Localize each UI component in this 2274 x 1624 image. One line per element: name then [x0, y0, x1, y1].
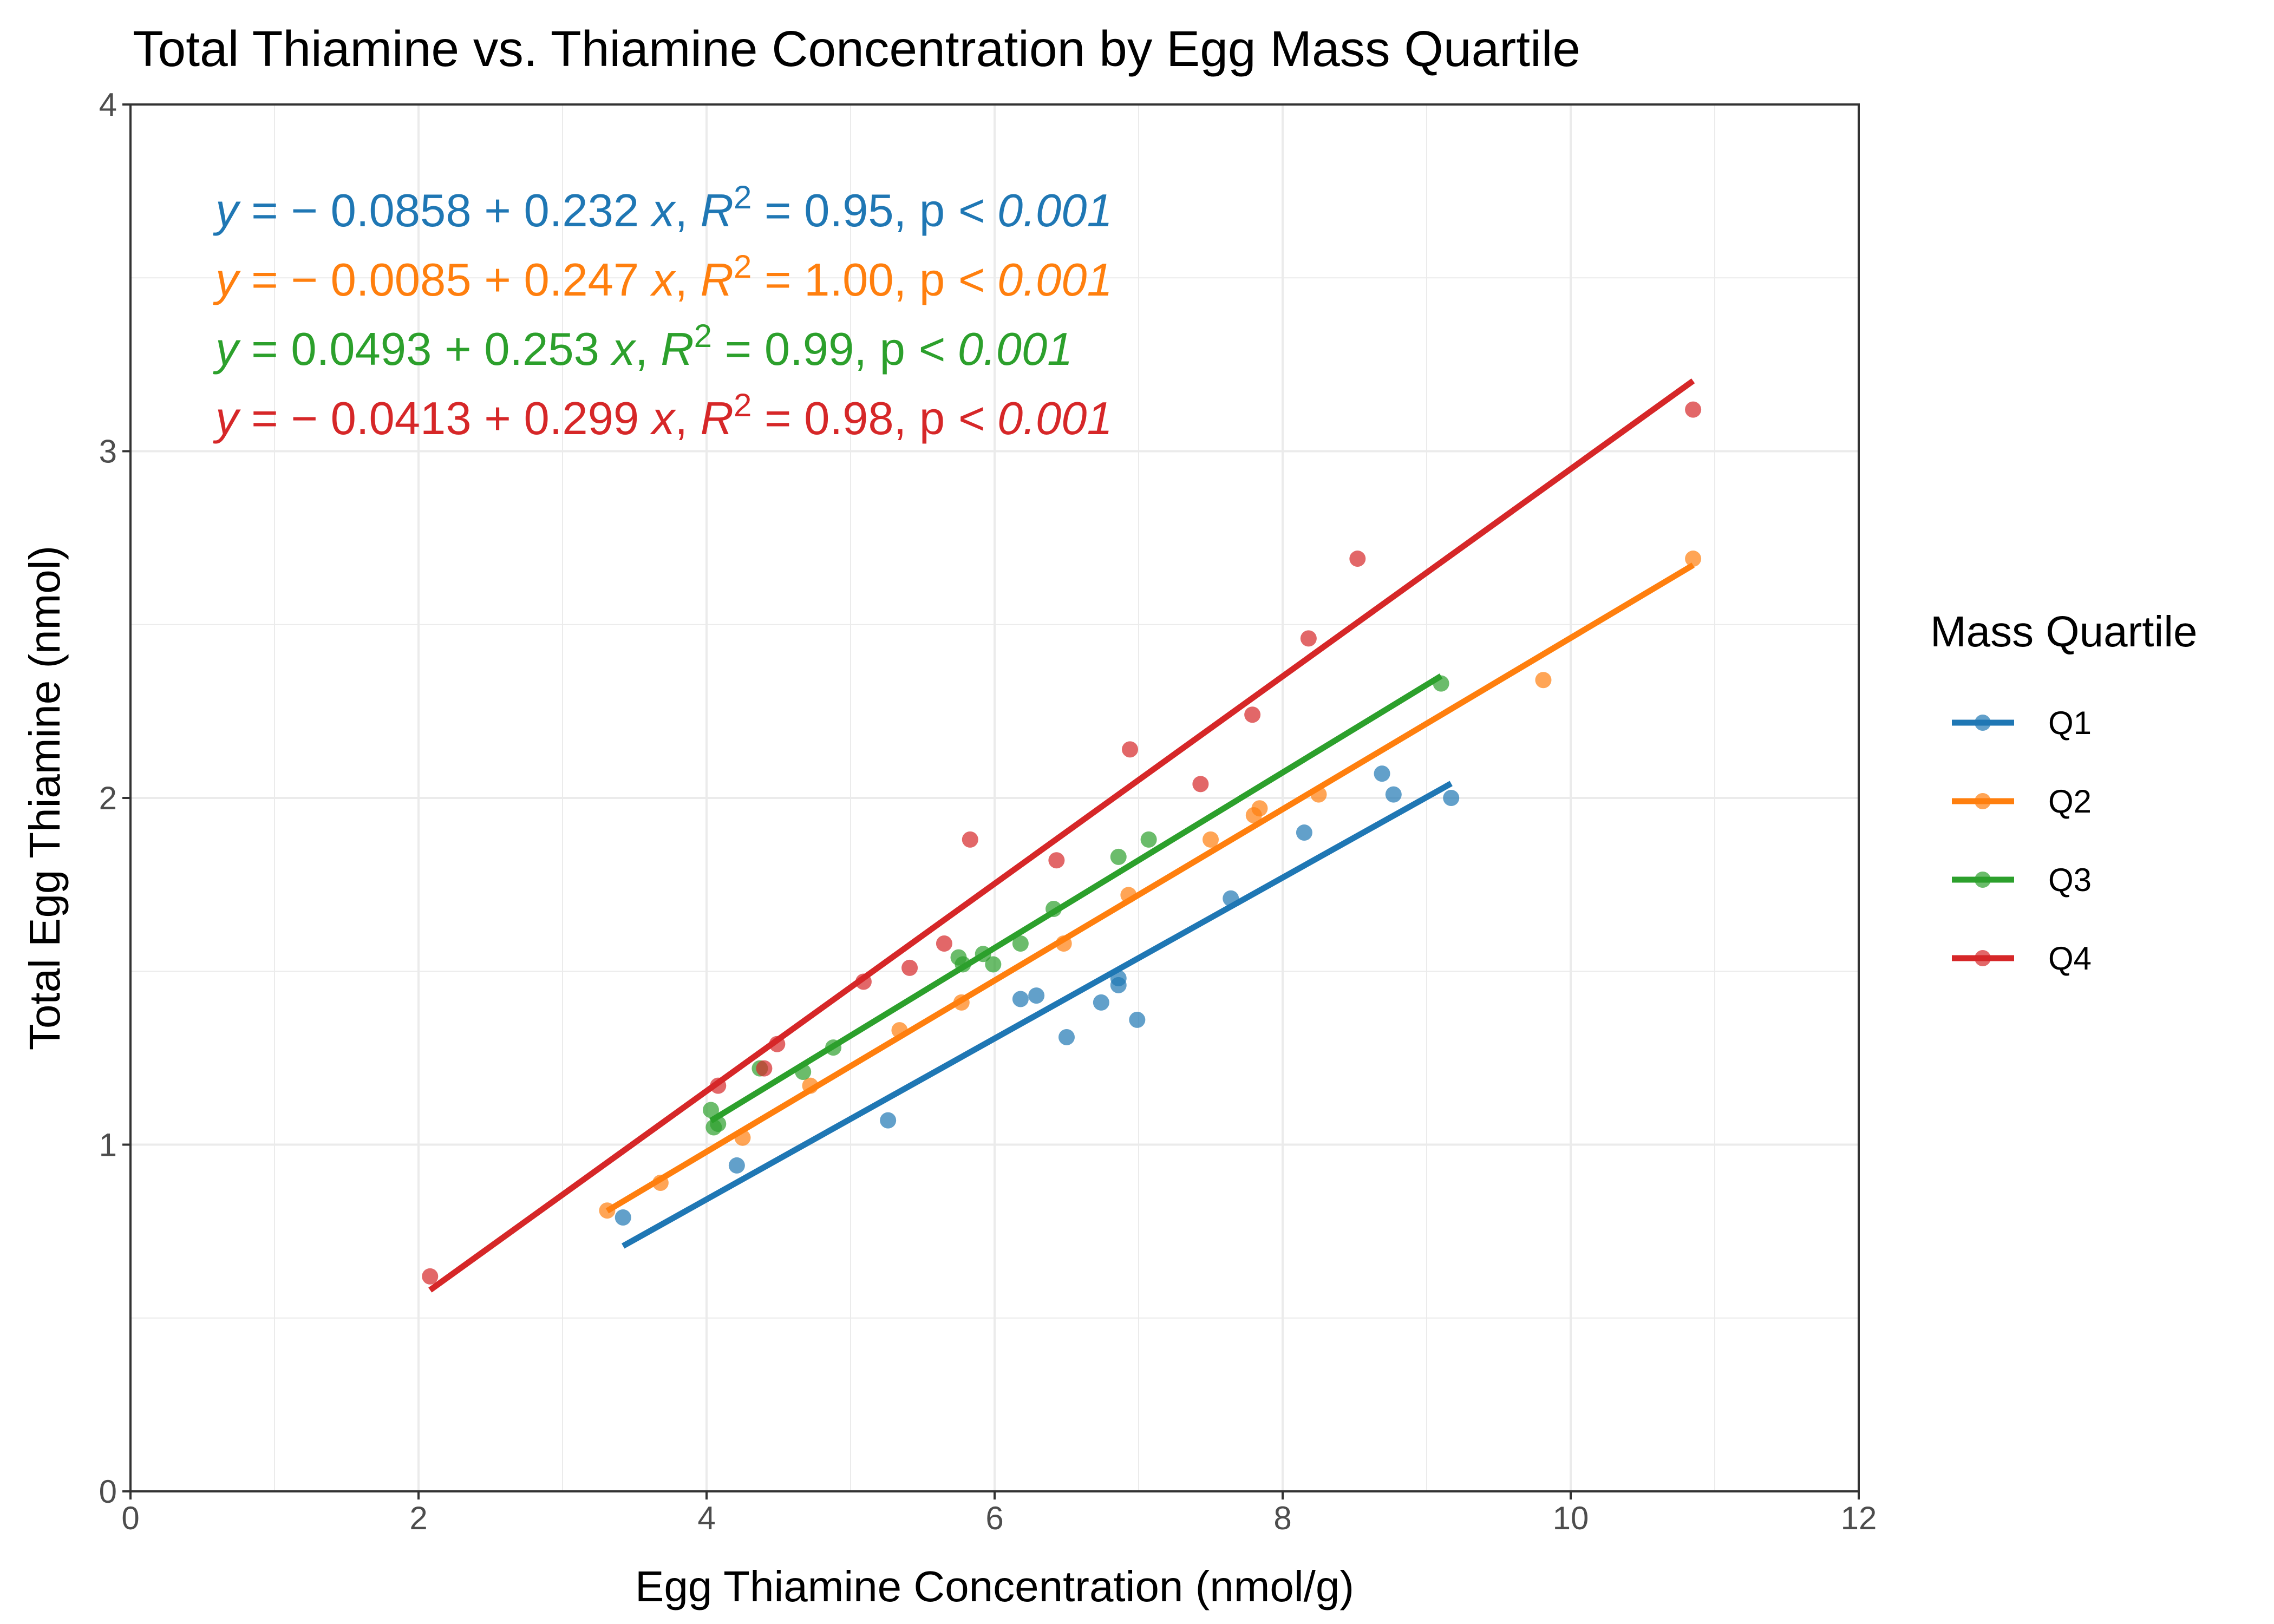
chart-title: Total Thiamine vs. Thiamine Concentratio…	[133, 21, 1580, 77]
legend-label-q2: Q2	[2048, 783, 2092, 820]
data-point-q4	[710, 1077, 727, 1094]
data-point-q4	[1122, 741, 1139, 758]
y-tick-label: 2	[99, 780, 117, 816]
x-tick-label: 4	[697, 1500, 715, 1536]
legend-title: Mass Quartile	[1930, 607, 2197, 656]
data-point-q4	[1685, 401, 1702, 418]
legend-items: Q1 Q2 Q3 Q4	[1952, 705, 2092, 977]
data-point-q1	[728, 1157, 745, 1174]
data-point-q1	[1223, 890, 1239, 907]
data-points	[422, 401, 1702, 1285]
y-tick-label: 1	[99, 1127, 117, 1163]
data-point-q4	[1300, 630, 1317, 647]
data-point-q4	[855, 973, 872, 990]
x-axis-title: Egg Thiamine Concentration (nmol/g)	[635, 1562, 1354, 1610]
data-point-q4	[901, 959, 918, 976]
y-tick-label: 0	[99, 1474, 117, 1510]
data-point-q2	[1535, 672, 1552, 689]
equation-q1: y = − 0.0858 + 0.232 x, R2 = 0.95, p < 0…	[213, 179, 1113, 237]
legend-key-point-q4	[1975, 950, 1991, 966]
data-point-q1	[1110, 970, 1127, 987]
legend-label-q1: Q1	[2048, 705, 2092, 741]
data-point-q2	[734, 1129, 751, 1146]
data-point-q4	[769, 1036, 786, 1052]
data-point-q2	[802, 1077, 819, 1094]
x-tick-label: 10	[1553, 1500, 1589, 1536]
data-point-q3	[1012, 935, 1029, 952]
data-point-q2	[891, 1022, 908, 1039]
equation-q4: y = − 0.0413 + 0.299 x, R2 = 0.98, p < 0…	[213, 387, 1113, 445]
legend-label-q4: Q4	[2048, 940, 2092, 977]
data-point-q1	[1374, 765, 1390, 782]
data-point-q1	[1012, 991, 1029, 1007]
data-point-q3	[1045, 900, 1062, 917]
data-point-q1	[1129, 1011, 1146, 1028]
legend-key-point-q3	[1975, 872, 1991, 888]
data-point-q1	[1093, 994, 1109, 1011]
data-point-q2	[1310, 786, 1327, 803]
data-point-q2	[1055, 935, 1072, 952]
data-point-q1	[615, 1209, 631, 1226]
data-point-q4	[1192, 776, 1209, 793]
data-point-q3	[702, 1102, 719, 1118]
legend: Mass Quartile Q1 Q2 Q3 Q4	[1930, 607, 2197, 977]
x-tick-label: 2	[409, 1500, 427, 1536]
data-point-q3	[1433, 675, 1449, 692]
data-point-q3	[985, 956, 1002, 973]
data-point-q4	[1048, 852, 1065, 869]
data-point-q2	[1251, 800, 1268, 817]
data-point-q2	[652, 1174, 669, 1191]
fit-line-q2	[605, 562, 1695, 1214]
y-tick-label: 3	[99, 434, 117, 470]
x-tick-label: 6	[985, 1500, 1003, 1536]
x-axis: 0 2 4 6 8 10 12	[121, 1491, 1877, 1536]
x-tick-label: 12	[1841, 1500, 1877, 1536]
data-point-q1	[1058, 1029, 1075, 1045]
legend-key-point-q2	[1975, 793, 1991, 809]
legend-label-q3: Q3	[2048, 862, 2092, 898]
data-point-q4	[936, 935, 952, 952]
regression-equations: y = − 0.0858 + 0.232 x, R2 = 0.95, p < 0…	[213, 179, 1113, 445]
data-point-q4	[422, 1268, 439, 1285]
data-point-q3	[825, 1039, 842, 1056]
data-point-q3	[955, 956, 971, 973]
data-point-q4	[1349, 551, 1366, 567]
data-point-q2	[953, 994, 970, 1011]
fit-line-q1	[622, 781, 1453, 1249]
y-axis: 0 1 2 3 4	[99, 87, 130, 1510]
data-point-q2	[1203, 831, 1219, 848]
equation-q2: y = − 0.0085 + 0.247 x, R2 = 1.00, p < 0…	[213, 248, 1113, 306]
y-tick-label: 4	[99, 87, 117, 123]
legend-key-point-q1	[1975, 715, 1991, 731]
data-point-q3	[795, 1063, 812, 1080]
data-point-q4	[756, 1060, 773, 1077]
x-tick-label: 0	[121, 1500, 139, 1536]
data-point-q1	[1296, 824, 1312, 841]
fit-line-q4	[428, 378, 1695, 1293]
data-point-q1	[1385, 786, 1402, 803]
data-point-q1	[880, 1112, 897, 1129]
plot-panel: y = − 0.0858 + 0.232 x, R2 = 0.95, p < 0…	[129, 103, 1860, 1492]
equation-q3: y = 0.0493 + 0.253 x, R2 = 0.99, p < 0.0…	[213, 318, 1073, 376]
data-point-q1	[1443, 790, 1460, 806]
data-point-q3	[1110, 848, 1127, 865]
data-point-q4	[1244, 706, 1261, 723]
x-tick-label: 8	[1273, 1500, 1291, 1536]
data-point-q2	[1120, 887, 1137, 903]
data-point-q4	[962, 831, 978, 848]
y-axis-title: Total Egg Thiamine (nmol)	[21, 546, 69, 1050]
data-point-q3	[1140, 831, 1157, 848]
data-point-q3	[975, 946, 991, 962]
data-point-q1	[1028, 987, 1045, 1004]
data-point-q2	[1685, 551, 1702, 567]
data-point-q2	[599, 1202, 616, 1219]
data-point-q3	[710, 1116, 727, 1132]
